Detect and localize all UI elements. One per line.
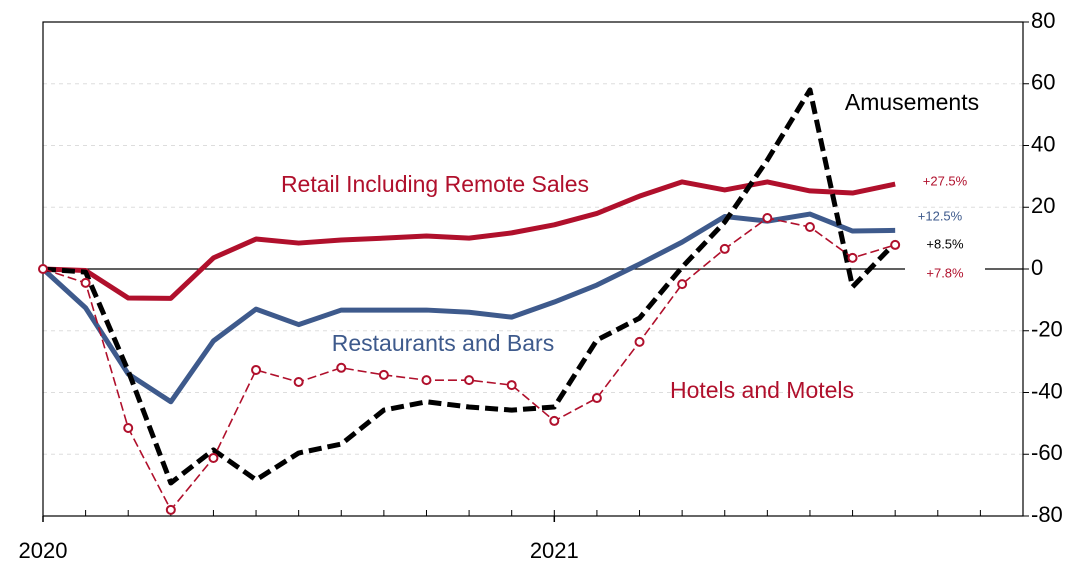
y-tick-label: 20 [1031, 193, 1055, 218]
series-label: Amusements [845, 89, 979, 115]
y-tick-label: 0 [1031, 255, 1043, 280]
series-label: Hotels and Motels [670, 377, 854, 403]
point-marker [847, 252, 858, 263]
point-marker [677, 279, 688, 290]
point-marker [251, 364, 262, 375]
end-value-label: +27.5% [923, 173, 968, 188]
end-value-label: +7.8% [926, 265, 964, 280]
y-tick-label: -80 [1031, 502, 1063, 527]
point-marker [165, 504, 176, 515]
point-marker [762, 213, 773, 224]
point-marker [890, 239, 901, 250]
x-tick-label: 2020 [19, 538, 68, 563]
end-value-label: +8.5% [926, 236, 964, 251]
y-tick-label: 60 [1031, 70, 1055, 95]
series-line [42, 87, 897, 486]
point-marker [804, 222, 815, 233]
point-marker [549, 415, 560, 426]
y-tick-label: -40 [1031, 378, 1063, 403]
point-marker [38, 264, 48, 274]
point-marker [591, 393, 602, 404]
point-marker [336, 362, 347, 373]
point-marker [634, 336, 645, 347]
y-tick-label: -60 [1031, 440, 1063, 465]
series-label: Retail Including Remote Sales [281, 171, 589, 197]
point-marker [506, 380, 517, 391]
y-tick-label: -20 [1031, 317, 1063, 342]
point-marker [378, 369, 389, 380]
series-line [41, 211, 896, 405]
point-marker [719, 243, 730, 254]
x-tick-label: 2021 [530, 538, 579, 563]
y-tick-label: 40 [1031, 131, 1055, 156]
point-marker [293, 377, 304, 388]
point-marker [208, 452, 219, 463]
point-marker [123, 423, 134, 434]
end-value-label: +12.5% [918, 208, 963, 223]
series-line [42, 217, 896, 511]
point-marker [421, 375, 432, 386]
point-marker [464, 375, 475, 386]
series-label: Restaurants and Bars [332, 330, 554, 356]
point-marker [80, 277, 91, 288]
series-line [42, 179, 896, 301]
y-tick-label: 80 [1031, 8, 1055, 33]
